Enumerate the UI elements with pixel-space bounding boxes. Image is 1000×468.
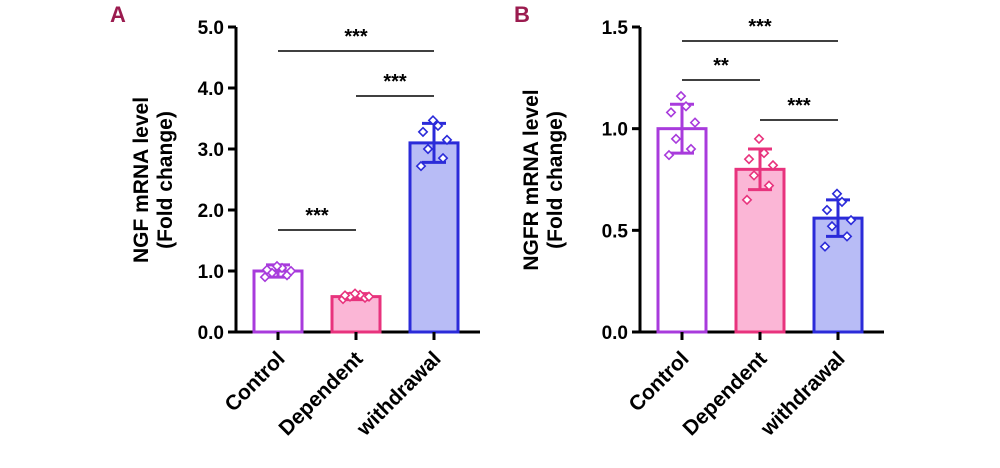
data-point xyxy=(763,180,775,191)
data-point xyxy=(349,288,361,299)
x-tick-label: withdrawal xyxy=(756,347,850,441)
data-point xyxy=(663,149,675,161)
data-point xyxy=(261,264,273,276)
data-point xyxy=(417,126,429,138)
data-point xyxy=(753,133,765,145)
significance-label: *** xyxy=(344,26,368,48)
y-tick-label: 0.0 xyxy=(602,323,628,344)
bar-dependent xyxy=(330,295,382,334)
significance-label: *** xyxy=(787,95,811,117)
data-point xyxy=(427,114,439,126)
significance-label: *** xyxy=(305,205,329,227)
y-tick-label: 2.0 xyxy=(198,201,224,222)
bar-control xyxy=(656,127,708,334)
data-point xyxy=(743,153,755,165)
x-tick-label: Control xyxy=(624,347,693,416)
data-point xyxy=(363,291,375,302)
y-tick-label: 4.0 xyxy=(198,79,224,100)
data-point xyxy=(437,152,449,164)
x-tick-label: withdrawal xyxy=(352,347,446,441)
y-axis-title-line-2: (Fold change) xyxy=(154,111,177,249)
data-point xyxy=(685,143,697,155)
data-point xyxy=(689,117,701,128)
data-point xyxy=(271,260,283,272)
data-point xyxy=(415,160,427,172)
panel-a: A NGF mRNA level (Fold change) 0.0 1.0 2.0 3.0… xyxy=(110,2,480,441)
panel-label: A xyxy=(110,2,126,27)
data-point xyxy=(422,143,434,155)
data-point xyxy=(819,241,831,252)
data-point xyxy=(665,107,677,118)
x-tick-label: Control xyxy=(220,347,289,416)
data-point xyxy=(675,90,687,102)
y-axis-title-line-1: NGFR mRNA level xyxy=(520,89,543,270)
data-point xyxy=(285,265,297,277)
y-tick-label: 3.0 xyxy=(198,140,224,161)
data-point xyxy=(748,170,760,181)
data-point xyxy=(432,120,444,132)
data-point xyxy=(741,194,753,206)
y-tick-label: 5.0 xyxy=(198,18,224,39)
data-point xyxy=(821,204,833,216)
data-point xyxy=(680,100,692,112)
data-point xyxy=(339,290,351,301)
y-tick-label: 0.5 xyxy=(602,221,629,242)
data-point xyxy=(670,133,682,145)
y-tick-label: 1.0 xyxy=(602,120,628,141)
data-point xyxy=(758,147,770,159)
significance-label: *** xyxy=(748,16,772,38)
panel-label: B xyxy=(514,2,530,27)
bar-dependent xyxy=(734,167,786,334)
y-tick-label: 0.0 xyxy=(198,323,224,344)
data-point xyxy=(767,159,779,171)
y-tick-label: 1.5 xyxy=(602,18,629,39)
bar-control xyxy=(252,269,304,334)
y-axis-title-line-2: (Fold change) xyxy=(544,111,567,249)
significance-label: *** xyxy=(383,71,407,93)
data-point xyxy=(845,214,857,226)
data-point xyxy=(836,196,848,208)
data-point xyxy=(826,220,838,232)
data-point xyxy=(441,134,453,146)
data-point xyxy=(841,231,853,242)
data-point xyxy=(831,188,843,200)
bar-withdrawal xyxy=(408,141,460,334)
y-tick-label: 1.0 xyxy=(198,262,224,283)
panel-b: B NGFR mRNA level (Fold change) 0.0 0.5 1.0 1.… xyxy=(514,2,884,441)
significance-label: ** xyxy=(713,55,729,77)
y-axis-title-line-1: NGF mRNA level xyxy=(130,97,153,263)
